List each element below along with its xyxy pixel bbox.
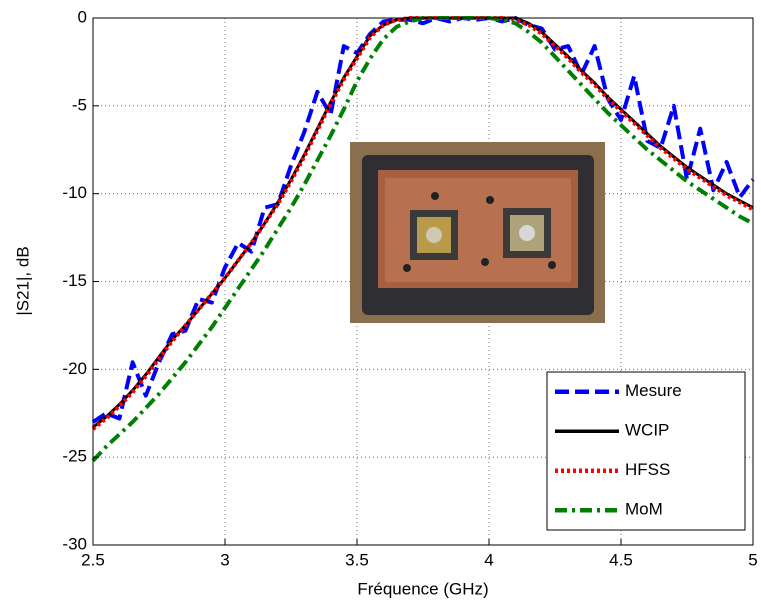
legend-label: HFSS <box>625 460 670 479</box>
inset-photo <box>350 142 605 323</box>
x-tick-label: 2.5 <box>81 550 105 569</box>
series-line <box>91 16 755 424</box>
y-tick-label: -20 <box>62 359 87 378</box>
legend: Mesure WCIP HFSS MoM <box>546 371 746 531</box>
x-axis-label: Fréquence (GHz) <box>357 579 488 598</box>
y-tick-label: -15 <box>62 271 87 290</box>
x-tick-label: 3.5 <box>345 550 369 569</box>
y-tick-label: 0 <box>78 7 87 26</box>
x-tick-label: 3 <box>220 550 229 569</box>
legend-box <box>546 371 746 531</box>
y-tick-label: -10 <box>62 183 87 202</box>
x-tick-label: 5 <box>748 550 757 569</box>
y-tick-label: -30 <box>62 534 87 553</box>
x-tick-label: 4 <box>484 550 493 569</box>
y-tick-label: -25 <box>62 447 87 466</box>
x-tick-label: 4.5 <box>609 550 633 569</box>
legend-label: MoM <box>625 500 663 519</box>
legend-label: Mesure <box>625 381 682 400</box>
y-tick-label: -5 <box>72 95 87 114</box>
legend-label: WCIP <box>625 421 669 440</box>
y-axis-label: |S21|, dB <box>13 246 32 315</box>
